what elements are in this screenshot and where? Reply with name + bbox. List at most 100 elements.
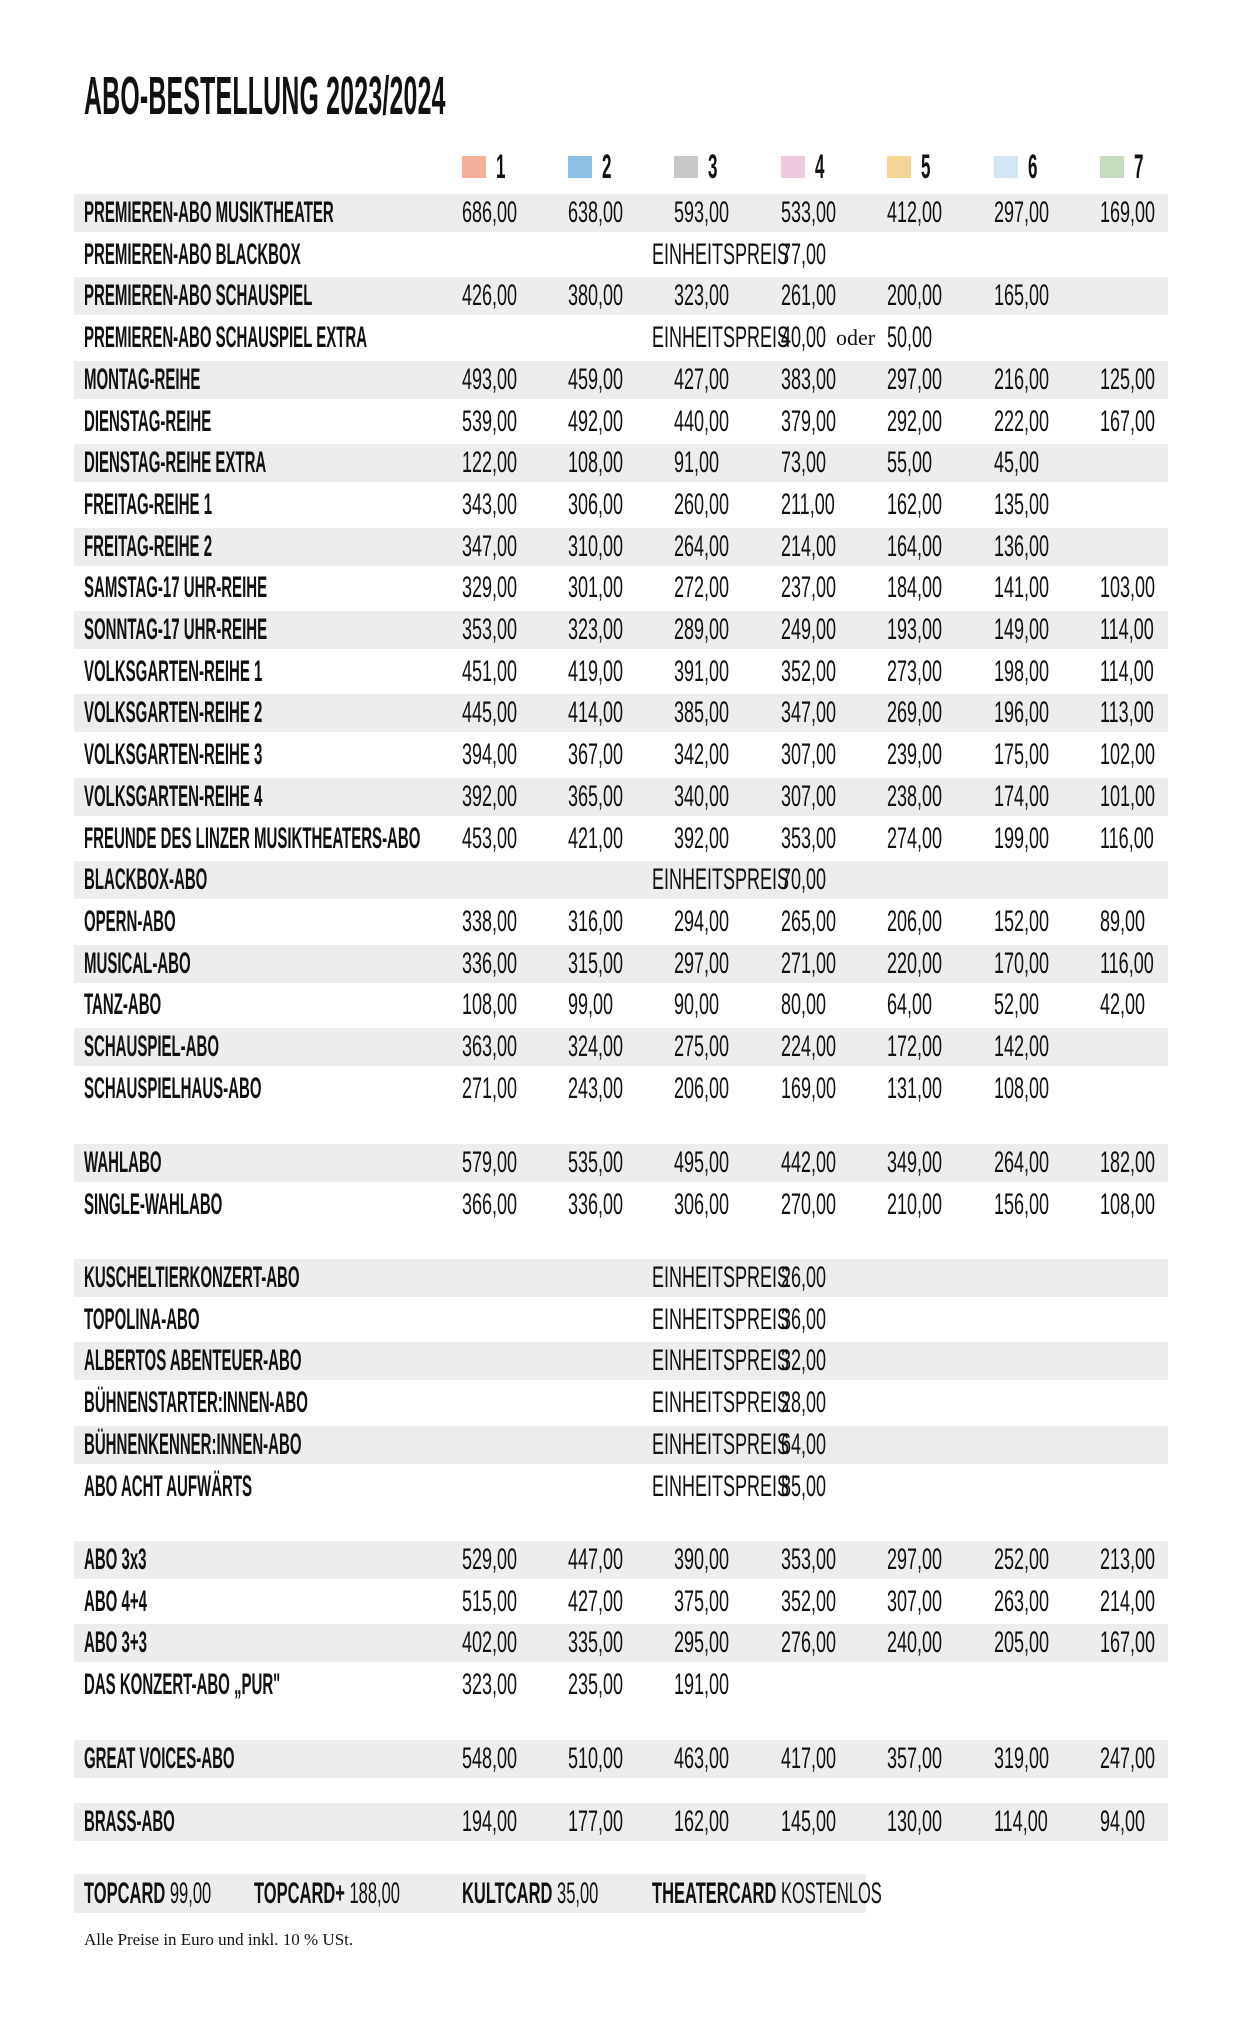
card-price: 188,00: [349, 1877, 400, 1910]
unit-price-label: EINHEITSPREIS: [652, 237, 790, 271]
price-category-6: 142,00: [994, 1030, 1050, 1063]
price-category-3: 206,00: [674, 1071, 730, 1105]
category-color-swatch: [1100, 156, 1124, 178]
card-name: KULTCARD: [462, 1877, 553, 1910]
price-category-2: 336,00: [568, 1187, 624, 1221]
price-category-1: 329,00: [462, 571, 518, 605]
price-category-3: 495,00: [674, 1146, 730, 1179]
subscription-name: PREMIEREN-ABO BLACKBOX: [84, 237, 301, 271]
price-category-2: 306,00: [568, 487, 624, 521]
price-category-4: 145,00: [781, 1805, 837, 1838]
price-category-3: 275,00: [674, 1030, 730, 1063]
price-category-3: 323,00: [674, 279, 730, 313]
price-category-7: 94,00: [1100, 1805, 1146, 1838]
price-category-4: 442,00: [781, 1146, 837, 1179]
price-category-5: 200,00: [887, 279, 943, 313]
price-category-6: 222,00: [994, 404, 1050, 438]
subscription-name: OPERN-ABO: [84, 904, 176, 938]
price-category-1: 515,00: [462, 1584, 518, 1618]
price-category-1: 347,00: [462, 529, 518, 563]
price-category-4: 224,00: [781, 1030, 837, 1063]
price-category-3: 90,00: [674, 988, 720, 1022]
price-category-1: 108,00: [462, 988, 518, 1022]
price-category-7: 101,00: [1100, 779, 1156, 813]
price-category-3: 391,00: [674, 654, 730, 688]
category-color-swatch: [887, 156, 911, 178]
price-category-1: 363,00: [462, 1030, 518, 1063]
price-category-7: 247,00: [1100, 1742, 1156, 1775]
price-category-1: 323,00: [462, 1668, 518, 1702]
price-category-1: 453,00: [462, 821, 518, 855]
price-category-5: 297,00: [887, 1543, 943, 1576]
price-category-6: 114,00: [994, 1805, 1048, 1838]
price-category-2: 492,00: [568, 404, 624, 438]
price-category-1: 493,00: [462, 362, 518, 396]
price-category-6: 141,00: [994, 571, 1050, 605]
price-category-5: 273,00: [887, 654, 943, 688]
price-category-1: 336,00: [462, 946, 518, 980]
table-row: MONTAG-REIHE 493,00 459,00 427,00 383,00 297,…: [74, 360, 1168, 399]
price-category-5: 130,00: [887, 1805, 943, 1838]
table-row: SCHAUSPIELHAUS-ABO 271,00 243,00 206,00 169,…: [74, 1070, 1168, 1108]
price-category-1: 539,00: [462, 404, 518, 438]
price-category-4: 169,00: [781, 1071, 837, 1105]
price-category-4: 265,00: [781, 904, 837, 938]
card-topcard: TOPCARD 99,00: [84, 1874, 315, 1913]
price-category-5: 193,00: [887, 613, 943, 646]
table-row: SAMSTAG-17 UHR-REIHE 329,00 301,00 272,00 23…: [74, 569, 1168, 607]
category-color-swatch: [674, 156, 698, 178]
price-category-5: 357,00: [887, 1742, 943, 1775]
price-category-7: 7: [1100, 148, 1153, 186]
price-category-4: 347,00: [781, 696, 837, 730]
category-number: 6: [1028, 147, 1038, 186]
price-category-4: 417,00: [781, 1742, 837, 1775]
price-category-1: 392,00: [462, 779, 518, 813]
subscription-name: ABO ACHT AUFWÄRTS: [84, 1469, 253, 1503]
unit-price: 64,00: [781, 1427, 827, 1461]
price-category-1: 343,00: [462, 487, 518, 521]
price-category-2: 459,00: [568, 362, 624, 396]
price-category-2: 335,00: [568, 1626, 624, 1660]
price-category-6: 216,00: [994, 362, 1050, 396]
price-category-3: 342,00: [674, 738, 730, 772]
price-category-3: 289,00: [674, 613, 730, 646]
price-category-4: 261,00: [781, 279, 837, 313]
price-category-2: 243,00: [568, 1071, 624, 1105]
price-category-6: 263,00: [994, 1584, 1050, 1618]
subscription-name: DIENSTAG-REIHE EXTRA: [84, 446, 267, 480]
table-row: BÜHNENKENNER:INNEN-ABO EINHEITSPREIS 64,00: [74, 1425, 1168, 1464]
price-category-3: 463,00: [674, 1742, 730, 1775]
subscription-name: FREITAG-REIHE 2: [84, 529, 213, 563]
price-category-6: 205,00: [994, 1626, 1050, 1660]
price-category-5: 292,00: [887, 404, 943, 438]
price-category-4: 307,00: [781, 779, 837, 813]
price-category-6: 170,00: [994, 946, 1050, 980]
subscription-name: PREMIEREN-ABO SCHAUSPIEL EXTRA: [84, 321, 368, 355]
price-category-2: 427,00: [568, 1584, 624, 1618]
table-row: SONNTAG-17 UHR-REIHE 353,00 323,00 289,00 24…: [74, 611, 1168, 649]
subscription-name: PREMIEREN-ABO MUSIKTHEATER: [84, 196, 334, 229]
price-category-6: 6: [994, 147, 1047, 186]
price-category-4: 80,00: [781, 988, 827, 1022]
table-row: PREMIEREN-ABO SCHAUSPIEL 426,00 380,00 323,…: [74, 277, 1168, 316]
price-category-1: 353,00: [462, 613, 518, 646]
price-category-5: 55,00: [887, 446, 933, 480]
table-row: ABO ACHT AUFWÄRTS EINHEITSPREIS 85,00: [74, 1468, 1168, 1506]
price-category-4: 271,00: [781, 946, 837, 980]
price-category-4: 353,00: [781, 1543, 837, 1576]
unit-price-label: EINHEITSPREIS: [652, 1427, 790, 1461]
price-category-1: 194,00: [462, 1805, 518, 1838]
price-category-6: 136,00: [994, 529, 1050, 563]
subscription-name: SCHAUSPIELHAUS-ABO: [84, 1071, 262, 1105]
subscription-name: BLACKBOX-ABO: [84, 863, 208, 897]
price-category-3: 593,00: [674, 196, 730, 229]
price-category-1: 122,00: [462, 446, 518, 480]
price-category-6: 252,00: [994, 1543, 1050, 1576]
price-category-4: 249,00: [781, 613, 837, 646]
price-category-6: 45,00: [994, 446, 1040, 480]
unit-price: 28,00: [781, 1386, 827, 1420]
price-category-2: 414,00: [568, 696, 624, 730]
table-row: TANZ-ABO 108,00 99,00 90,00 80,00 64,00 52,00 4…: [74, 986, 1168, 1024]
table-row: VOLKSGARTEN-REIHE 1 451,00 419,00 391,00 352…: [74, 653, 1168, 691]
subscription-name: ABO 3+3: [84, 1626, 147, 1660]
